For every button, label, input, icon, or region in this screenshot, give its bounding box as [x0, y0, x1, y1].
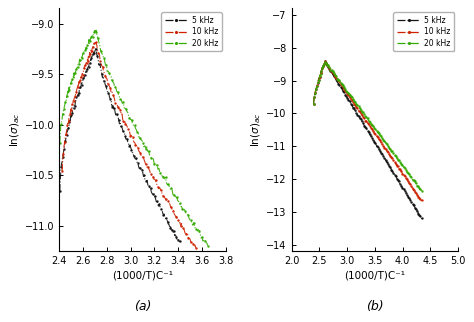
X-axis label: (1000/T)C⁻¹: (1000/T)C⁻¹ — [344, 270, 405, 280]
Text: (b): (b) — [366, 300, 383, 313]
Y-axis label: ln($\sigma$)$_{ac}$: ln($\sigma$)$_{ac}$ — [250, 112, 264, 147]
X-axis label: (1000/T)C⁻¹: (1000/T)C⁻¹ — [112, 270, 173, 280]
Text: (a): (a) — [134, 300, 151, 313]
Y-axis label: ln($\sigma$)$_{ac}$: ln($\sigma$)$_{ac}$ — [9, 112, 22, 147]
Legend: 5 kHz, 10 kHz, 20 kHz: 5 kHz, 10 kHz, 20 kHz — [161, 12, 222, 52]
Legend: 5 kHz, 10 kHz, 20 kHz: 5 kHz, 10 kHz, 20 kHz — [393, 12, 454, 52]
